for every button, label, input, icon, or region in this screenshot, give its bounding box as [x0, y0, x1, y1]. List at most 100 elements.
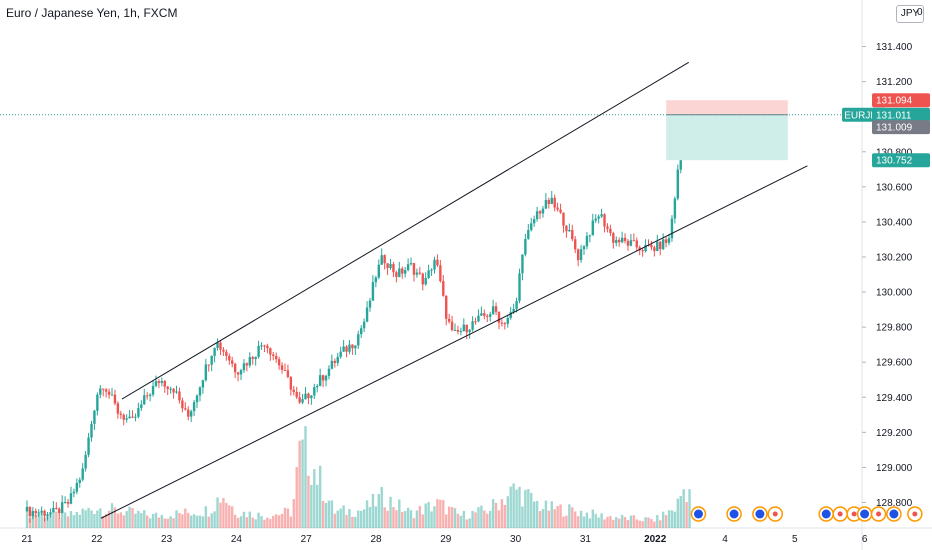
volume-bar	[78, 514, 81, 528]
volume-bar	[34, 514, 37, 528]
volume-bar	[465, 519, 468, 528]
volume-bar	[263, 519, 266, 528]
volume-bar	[248, 511, 252, 528]
candle-body	[530, 223, 533, 231]
volume-bar	[477, 507, 480, 528]
volume-bar	[274, 514, 278, 528]
candle-body	[600, 214, 603, 217]
candle-body	[673, 198, 677, 219]
volume-bar	[169, 516, 172, 528]
volume-bar	[175, 510, 178, 528]
candle-body	[310, 395, 313, 399]
candle-body	[25, 506, 29, 512]
candle-body	[178, 391, 181, 401]
price-tag-label: 131.011	[876, 110, 912, 121]
volume-bar	[119, 512, 123, 528]
volume-bar	[491, 499, 495, 528]
volume-bar	[260, 516, 263, 528]
volume-bar	[556, 506, 559, 528]
y-tick-label: 130.400	[876, 217, 913, 228]
volume-bar	[75, 511, 79, 528]
volume-bar	[506, 496, 509, 528]
volume-bar	[134, 513, 137, 528]
volume-bar	[559, 504, 562, 528]
volume-bar	[49, 513, 52, 528]
volume-bar	[31, 512, 35, 528]
volume-bar	[673, 511, 677, 528]
candle-body	[189, 411, 193, 417]
candle-body	[398, 268, 401, 277]
volume-bar	[187, 512, 190, 528]
candle-body	[143, 395, 146, 405]
volume-bar	[192, 514, 196, 528]
candle-body	[175, 391, 178, 393]
x-tick-label: 29	[440, 534, 452, 545]
candle-body	[301, 399, 304, 403]
candle-body	[574, 239, 577, 250]
candle-body	[81, 468, 84, 480]
volume-bar	[574, 511, 577, 528]
candle-body	[307, 393, 310, 399]
candle-body	[368, 300, 372, 308]
candle-body	[248, 357, 252, 366]
volume-bar	[509, 486, 512, 528]
y-tick-label: 129.000	[876, 463, 913, 474]
volume-bar	[307, 475, 310, 528]
volume-bar	[682, 489, 685, 528]
candle-body	[169, 388, 172, 390]
candle-body	[430, 269, 433, 271]
candle-body	[321, 375, 325, 381]
candle-body	[515, 300, 518, 309]
candle-body	[231, 360, 234, 364]
volume-bar	[456, 513, 460, 528]
volume-bar	[688, 489, 691, 528]
x-tick-label: 27	[301, 534, 313, 545]
candle-body	[110, 394, 114, 396]
currency-button[interactable]: JPY	[896, 5, 924, 23]
volume-bar	[245, 517, 249, 528]
candle-body	[629, 240, 633, 246]
candle-body	[207, 364, 210, 366]
volume-bar	[90, 510, 93, 528]
volume-bar	[500, 499, 504, 528]
volume-bar	[447, 506, 451, 528]
candle-body	[527, 230, 530, 239]
volume-bar	[530, 492, 533, 528]
candle-body	[450, 321, 454, 331]
candle-body	[395, 272, 398, 277]
volume-bar	[585, 512, 589, 528]
volume-bar	[439, 499, 442, 528]
candle-body	[591, 220, 594, 236]
volume-bar	[468, 518, 471, 528]
volume-bar	[87, 507, 90, 528]
volume-bar	[37, 513, 40, 528]
volume-bar	[354, 516, 357, 528]
candle-body	[445, 295, 448, 319]
candle-body	[500, 322, 504, 324]
candle-body	[84, 454, 87, 469]
volume-bar	[518, 486, 521, 528]
volume-bar	[160, 514, 164, 528]
volume-bar	[157, 517, 161, 528]
volume-bar	[181, 514, 184, 528]
volume-bar	[462, 510, 466, 528]
flag-icon	[772, 511, 778, 517]
volume-bar	[145, 515, 149, 528]
volume-bar	[550, 501, 553, 528]
volume-bar	[474, 512, 477, 528]
volume-bar	[433, 506, 436, 528]
volume-bar	[216, 497, 219, 528]
volume-bar	[272, 515, 275, 528]
candle-body	[304, 393, 307, 400]
candle-body	[339, 351, 342, 357]
volume-bar	[339, 508, 342, 528]
volume-bar	[327, 500, 331, 528]
price-tag-label: 131.094	[876, 96, 913, 107]
volume-bar	[292, 499, 295, 528]
candle-body	[286, 370, 290, 378]
y-tick-label: 128.800	[876, 498, 913, 509]
volume-bar	[480, 505, 483, 528]
volume-bar	[298, 440, 301, 528]
